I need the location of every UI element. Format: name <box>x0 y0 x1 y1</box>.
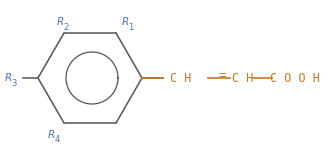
Text: R: R <box>5 73 12 83</box>
Text: 4: 4 <box>55 135 60 144</box>
Text: 2: 2 <box>64 22 69 32</box>
Text: R: R <box>48 130 55 140</box>
Text: C H: C H <box>170 71 192 84</box>
Text: R: R <box>57 17 64 27</box>
Text: 3: 3 <box>12 78 17 87</box>
Text: C H: C H <box>232 71 254 84</box>
Text: =: = <box>218 70 226 82</box>
Text: C O O H: C O O H <box>270 71 320 84</box>
Text: R: R <box>122 17 129 27</box>
Text: 1: 1 <box>129 22 134 32</box>
